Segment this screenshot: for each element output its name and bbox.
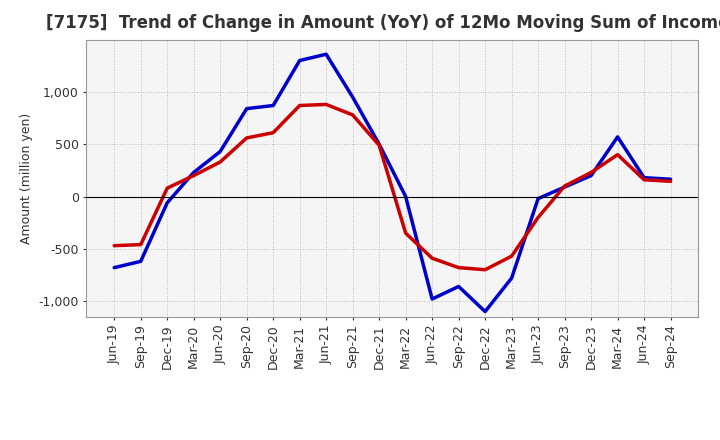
Net Income	[481, 267, 490, 272]
Net Income	[348, 112, 357, 117]
Net Income	[189, 173, 198, 178]
Ordinary Income	[613, 134, 622, 139]
Ordinary Income	[401, 194, 410, 199]
Net Income	[666, 179, 675, 184]
Ordinary Income	[454, 284, 463, 289]
Net Income	[587, 170, 595, 175]
Net Income	[508, 253, 516, 259]
Ordinary Income	[375, 142, 384, 147]
Net Income	[322, 102, 330, 107]
Line: Ordinary Income: Ordinary Income	[114, 54, 670, 312]
Net Income	[269, 130, 277, 136]
Ordinary Income	[269, 103, 277, 108]
Net Income	[640, 177, 649, 183]
Ordinary Income	[481, 309, 490, 314]
Ordinary Income	[666, 176, 675, 182]
Title: [7175]  Trend of Change in Amount (YoY) of 12Mo Moving Sum of Incomes: [7175] Trend of Change in Amount (YoY) o…	[45, 15, 720, 33]
Net Income	[216, 159, 225, 165]
Net Income	[454, 265, 463, 270]
Ordinary Income	[322, 51, 330, 57]
Net Income	[560, 183, 569, 189]
Ordinary Income	[428, 297, 436, 302]
Ordinary Income	[560, 184, 569, 190]
Ordinary Income	[110, 265, 119, 270]
Ordinary Income	[534, 196, 542, 201]
Ordinary Income	[216, 149, 225, 154]
Ordinary Income	[508, 275, 516, 281]
Net Income	[295, 103, 304, 108]
Net Income	[375, 143, 384, 148]
Ordinary Income	[295, 58, 304, 63]
Net Income	[163, 186, 171, 191]
Ordinary Income	[587, 173, 595, 178]
Ordinary Income	[189, 170, 198, 175]
Net Income	[401, 231, 410, 236]
Ordinary Income	[243, 106, 251, 111]
Net Income	[243, 135, 251, 140]
Ordinary Income	[163, 200, 171, 205]
Ordinary Income	[136, 259, 145, 264]
Net Income	[110, 243, 119, 248]
Net Income	[428, 256, 436, 261]
Net Income	[136, 242, 145, 247]
Ordinary Income	[348, 95, 357, 100]
Ordinary Income	[640, 175, 649, 180]
Net Income	[534, 215, 542, 220]
Line: Net Income: Net Income	[114, 104, 670, 270]
Net Income	[613, 152, 622, 158]
Y-axis label: Amount (million yen): Amount (million yen)	[20, 113, 33, 244]
